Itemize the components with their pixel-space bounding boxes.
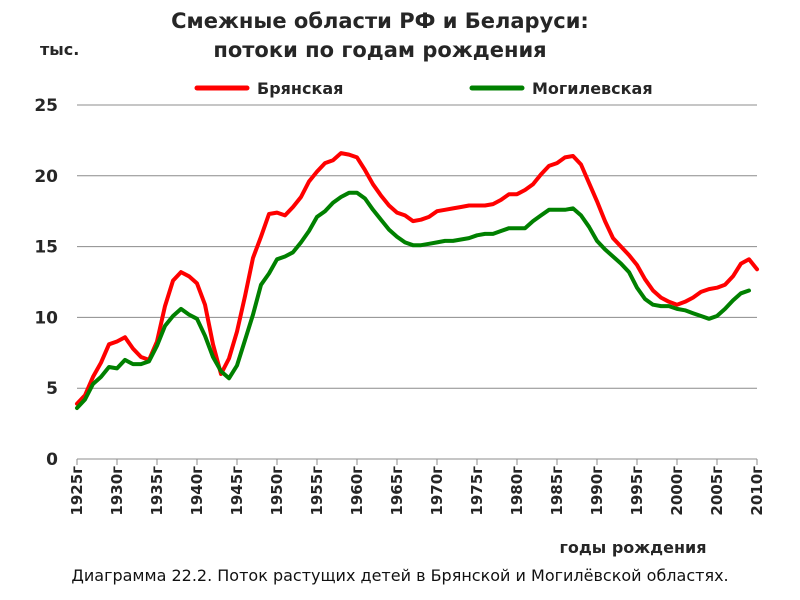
x-tick-label: 1940г (188, 466, 206, 516)
x-tick-label: 2005г (708, 466, 726, 516)
y-axis-ticks: 0 5 10 15 20 25 (34, 96, 58, 470)
x-tick-label: 1970г (428, 466, 446, 516)
x-tick-label: 1965г (388, 466, 406, 516)
x-tick-label: 1925г (68, 466, 86, 516)
y-tick-label: 5 (46, 379, 58, 399)
y-axis-unit-label: тыс. (40, 40, 79, 59)
x-tick-label: 1985г (548, 466, 566, 516)
chart-title-line-1: Смежные области РФ и Беларуси: (171, 9, 589, 33)
x-tick-label: 1945г (228, 466, 246, 516)
x-tick-label: 1935г (148, 466, 166, 516)
x-tick-label: 2000г (668, 466, 686, 516)
x-tick-label: 1995г (628, 466, 646, 516)
y-tick-label: 25 (34, 96, 58, 116)
series-line-bryansk (75, 151, 759, 406)
x-tick-label: 1955г (308, 466, 326, 516)
x-tick-label: 1975г (468, 466, 486, 516)
x-tick-label: 2010г (748, 466, 766, 516)
x-tick-label: 1950г (268, 466, 286, 516)
x-tick-label: 1980г (508, 466, 526, 516)
chart-title-line-2: потоки по годам рождения (213, 38, 546, 62)
gridlines (77, 104, 757, 460)
series-lines (75, 151, 759, 410)
x-tick-label: 1960г (348, 466, 366, 516)
legend-label-bryansk: Брянская (257, 79, 343, 98)
y-tick-label: 20 (34, 167, 58, 187)
y-tick-label: 0 (46, 450, 58, 470)
y-tick-label: 10 (34, 308, 58, 328)
legend-label-mogilev: Могилевская (532, 79, 653, 98)
x-tick-label: 1990г (588, 466, 606, 516)
x-axis-ticks: 1925г 1930г 1935г 1940г 1945г 1950г 1955г 1960г… (68, 459, 766, 516)
figure-caption: Диаграмма 22.2. Поток растущих детей в Б… (71, 566, 728, 585)
x-axis-label: годы рождения (560, 538, 707, 557)
series-line-mogilev (75, 190, 751, 410)
y-tick-label: 15 (34, 238, 58, 258)
x-tick-label: 1930г (108, 466, 126, 516)
legend: Брянская Могилевская (194, 79, 653, 98)
